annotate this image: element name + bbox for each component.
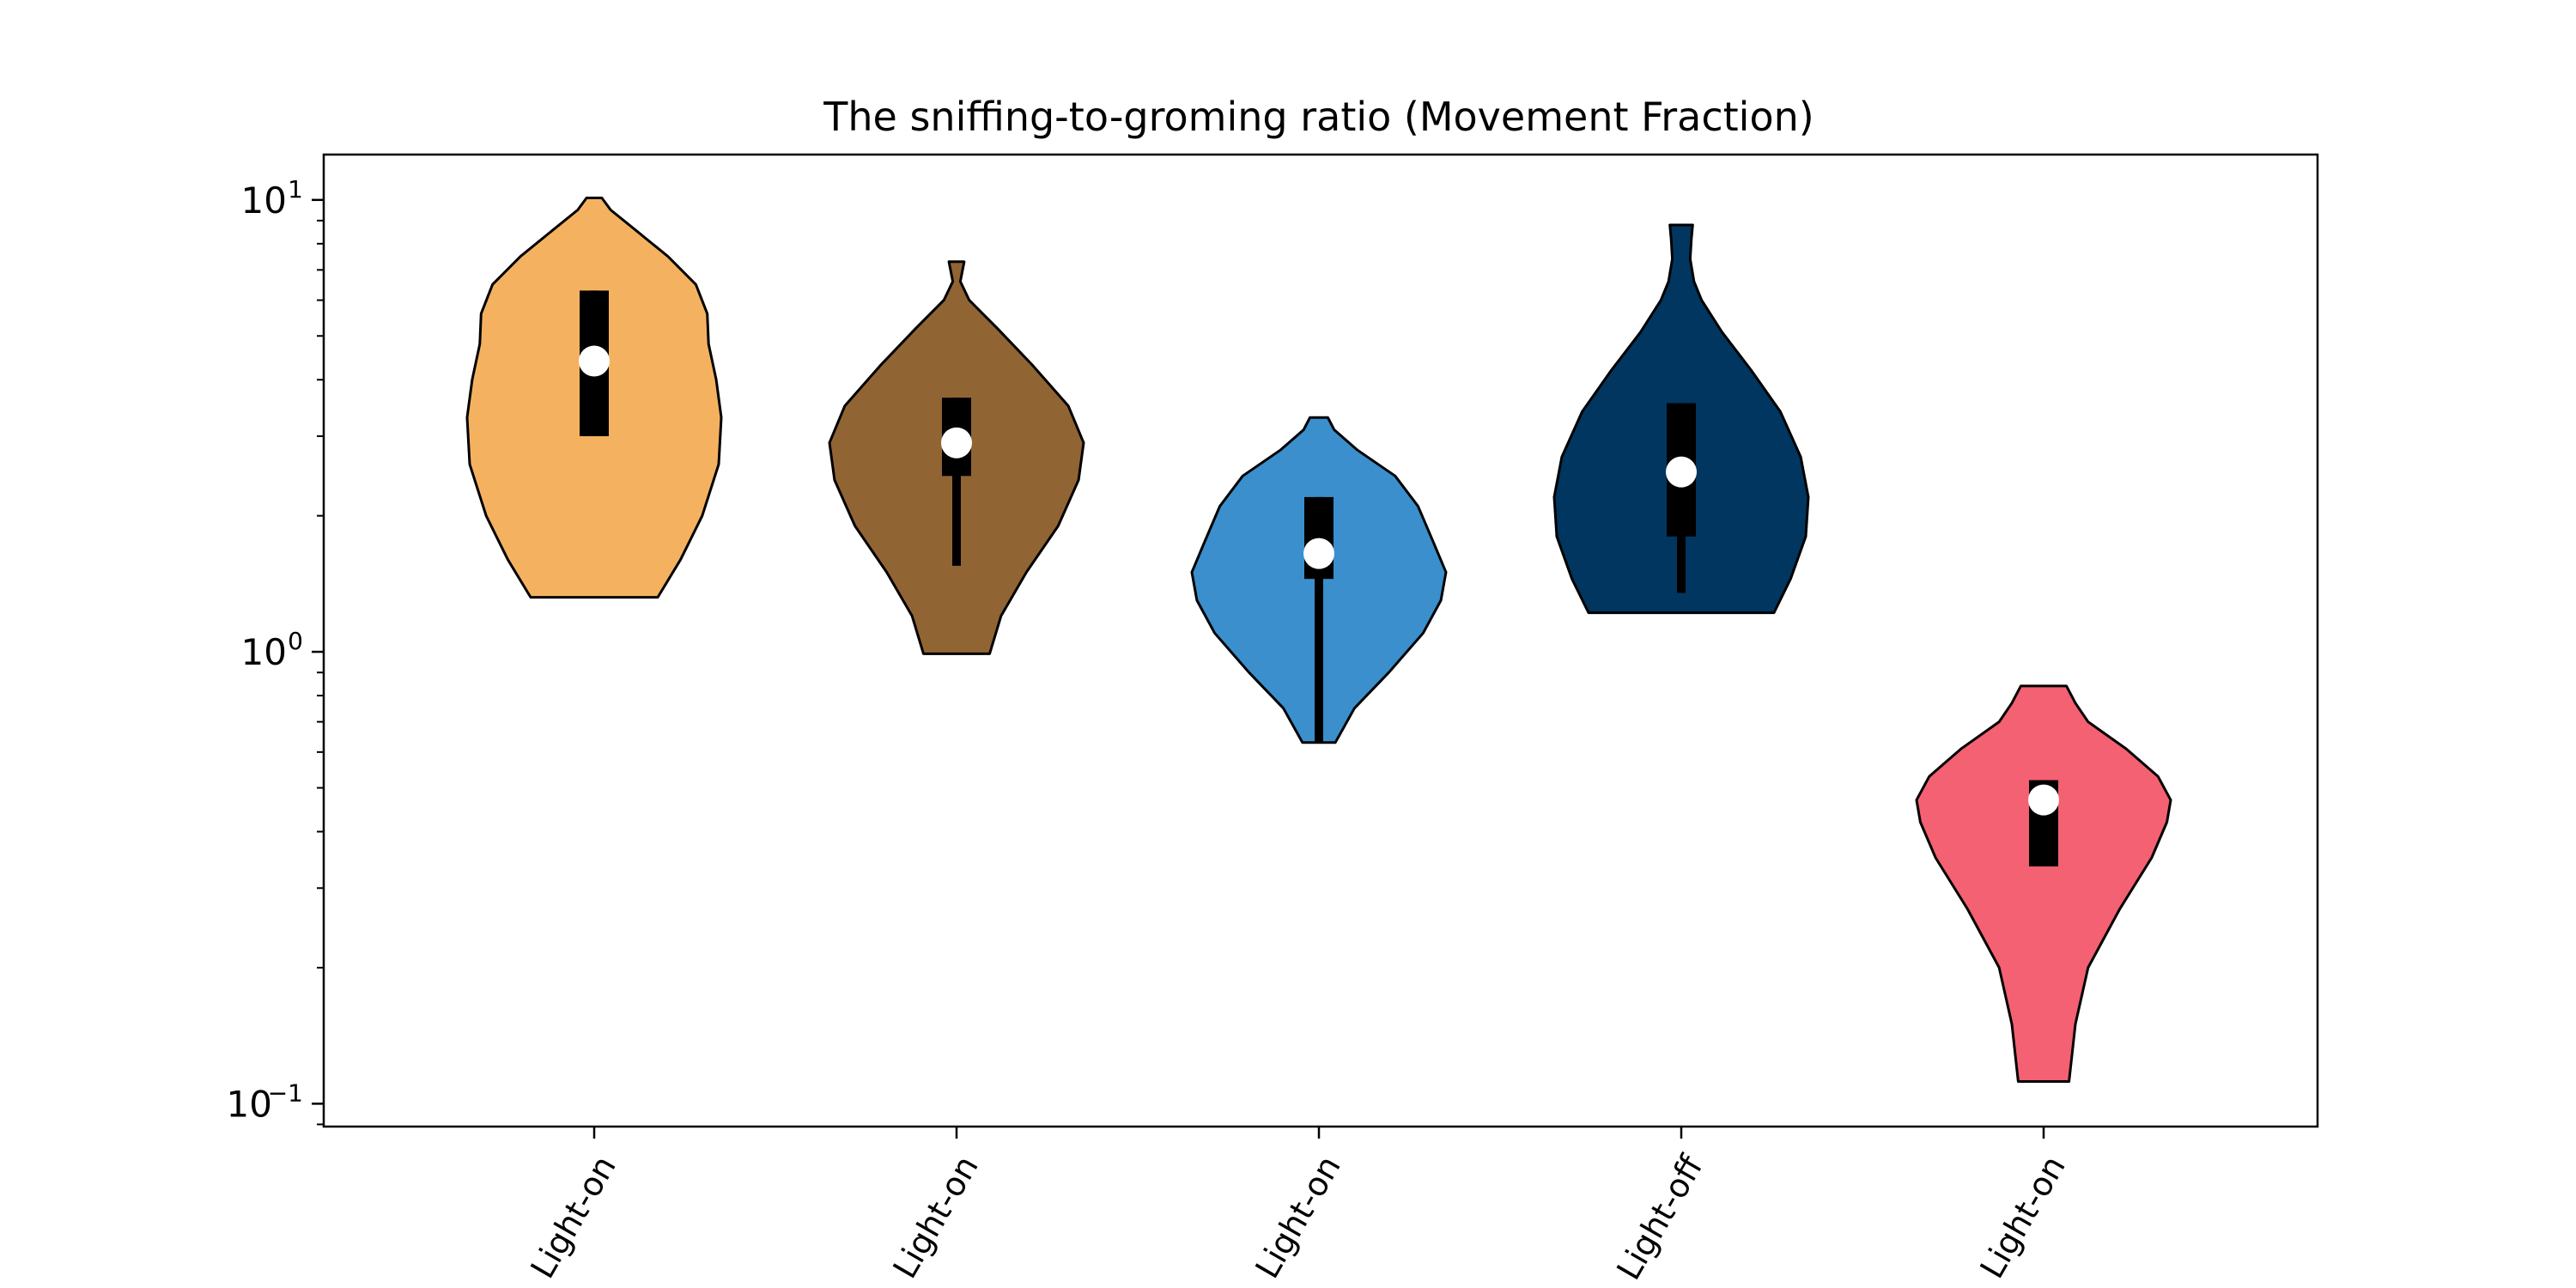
median-marker xyxy=(1303,538,1334,569)
plot-frame xyxy=(322,153,2319,1128)
y-tick-label: 10 xyxy=(227,1083,272,1125)
median-marker xyxy=(941,427,972,459)
x-tick-label: Light-on xyxy=(885,1150,985,1285)
violin-1 xyxy=(465,197,723,599)
y-tick-label: 10 xyxy=(241,631,287,673)
x-axis: Light-on Light-on Light-on Light-off Light-o… xyxy=(523,1127,2073,1286)
x-tick-label: Light-on xyxy=(1972,1150,2072,1285)
x-tick-label: Light-off xyxy=(1609,1149,1710,1286)
violin-4 xyxy=(1552,223,1810,615)
violin-5 xyxy=(1915,684,2172,1083)
median-marker xyxy=(2028,784,2059,816)
x-tick-label: Light-on xyxy=(1248,1150,1347,1285)
violins-layer xyxy=(465,197,2172,1083)
y-tick-exponent: −1 xyxy=(268,1078,303,1107)
y-tick-exponent: 0 xyxy=(288,627,303,655)
median-marker xyxy=(579,345,610,377)
y-tick-label: 10 xyxy=(241,179,287,222)
x-tick-label: Light-on xyxy=(523,1150,623,1285)
y-tick-exponent: 1 xyxy=(288,175,303,204)
chart-title: The sniffing-to-groming ratio (Movement … xyxy=(823,94,1814,140)
median-marker xyxy=(1666,456,1697,488)
violin-2 xyxy=(828,260,1085,655)
violin-body xyxy=(1915,684,2172,1083)
violin-3 xyxy=(1190,416,1448,744)
